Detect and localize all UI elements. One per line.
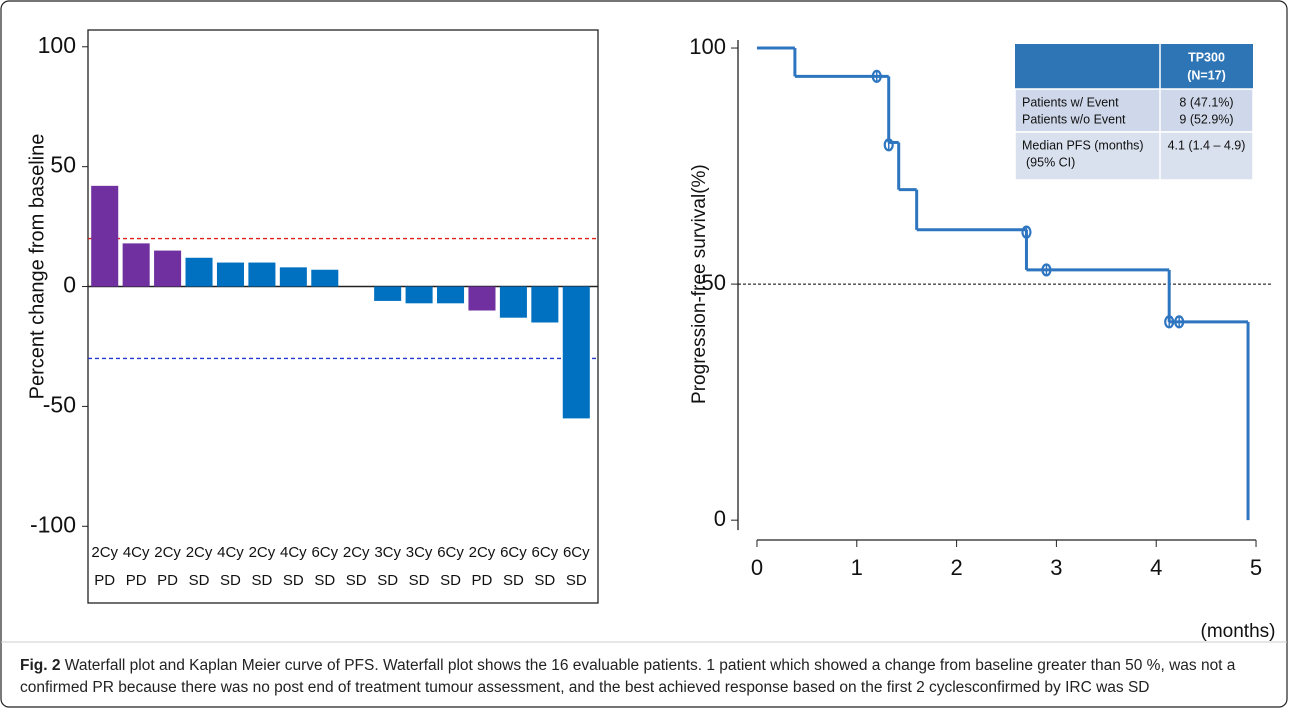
category-label: 4Cy [123, 544, 150, 561]
response-label: SD [346, 572, 367, 589]
category-label: 4Cy [280, 544, 307, 561]
response-label: SD [283, 572, 304, 589]
category-label: 4Cy [217, 544, 244, 561]
censor-mark [871, 69, 882, 83]
x-axis-label: (months) [1201, 621, 1276, 642]
censor-mark [1041, 263, 1052, 277]
category-label: 2Cy [249, 544, 276, 561]
censor-mark [1174, 315, 1185, 329]
x-tick-label: 3 [1050, 555, 1062, 580]
category-label: 2Cy [469, 544, 496, 561]
table-cell: 4.1 (1.4 – 4.9) [1168, 138, 1246, 152]
response-label: PD [126, 572, 147, 589]
censor-mark [1021, 225, 1032, 239]
x-tick-label: 4 [1150, 555, 1162, 580]
y-axis-label: Percent change from baseline [26, 134, 48, 400]
response-label: SD [534, 572, 555, 589]
bar [216, 262, 244, 287]
bar [468, 286, 496, 311]
caption-label: Fig. 2 [20, 657, 61, 674]
y-tick-label: 100 [38, 32, 76, 58]
table-cell: Median PFS (months) [1022, 138, 1144, 152]
y-tick-label: 0 [714, 506, 726, 531]
category-label: 6Cy [563, 544, 590, 561]
category-label: 6Cy [311, 544, 338, 561]
table-cell: 8 (47.1%) [1179, 95, 1233, 109]
response-label: SD [440, 572, 461, 589]
caption: Fig. 2 Waterfall plot and Kaplan Meier c… [20, 655, 1270, 699]
y-tick-label: -50 [43, 391, 76, 417]
bar [437, 286, 465, 304]
bar [499, 286, 527, 318]
bar [531, 286, 559, 323]
y-axis-label: Progression-free survival(%) [689, 164, 710, 404]
response-label: SD [377, 572, 398, 589]
y-tick-label: 100 [689, 34, 726, 59]
bar [248, 262, 276, 287]
response-label: SD [220, 572, 241, 589]
censor-mark [1164, 315, 1175, 329]
bar [185, 257, 213, 287]
table-header-text: TP300 [1188, 50, 1225, 64]
response-label: PD [94, 572, 115, 589]
censor-mark [883, 138, 894, 152]
response-label: SD [189, 572, 210, 589]
table-cell: Patients w/o Event [1022, 112, 1126, 126]
category-label: 2Cy [186, 544, 213, 561]
x-tick-label: 2 [950, 555, 962, 580]
response-label: SD [566, 572, 587, 589]
bar [405, 286, 433, 304]
table-cell: 9 (52.9%) [1179, 112, 1233, 126]
bar [279, 267, 307, 287]
response-label: SD [503, 572, 524, 589]
table-row [1014, 131, 1254, 181]
response-label: PD [157, 572, 178, 589]
bar [122, 243, 150, 287]
category-label: 6Cy [500, 544, 527, 561]
y-tick-label: 50 [50, 152, 76, 178]
response-label: SD [251, 572, 272, 589]
bar [374, 286, 402, 301]
y-tick-label: -100 [30, 511, 76, 537]
category-label: 2Cy [91, 544, 118, 561]
category-label: 6Cy [437, 544, 464, 561]
category-label: 2Cy [154, 544, 181, 561]
bar [311, 269, 339, 287]
y-tick-label: 0 [63, 272, 76, 298]
table-cell: Patients w/ Event [1022, 95, 1119, 109]
table-header-text: (N=17) [1187, 68, 1226, 82]
y-tick-label: 50 [702, 270, 726, 295]
response-label: SD [409, 572, 430, 589]
plot-frame [87, 29, 599, 604]
table-cell: (95% CI) [1026, 155, 1075, 169]
x-tick-label: 0 [751, 555, 763, 580]
x-tick-label: 5 [1250, 555, 1262, 580]
x-tick-label: 1 [851, 555, 863, 580]
category-label: 3Cy [406, 544, 433, 561]
bar [91, 185, 119, 287]
category-label: 3Cy [374, 544, 401, 561]
bar [562, 286, 590, 419]
response-label: PD [472, 572, 493, 589]
category-label: 6Cy [532, 544, 559, 561]
bar [154, 250, 182, 287]
caption-text: Waterfall plot and Kaplan Meier curve of… [20, 657, 1236, 696]
response-label: SD [314, 572, 335, 589]
category-label: 2Cy [343, 544, 370, 561]
table-header [1015, 44, 1253, 89]
